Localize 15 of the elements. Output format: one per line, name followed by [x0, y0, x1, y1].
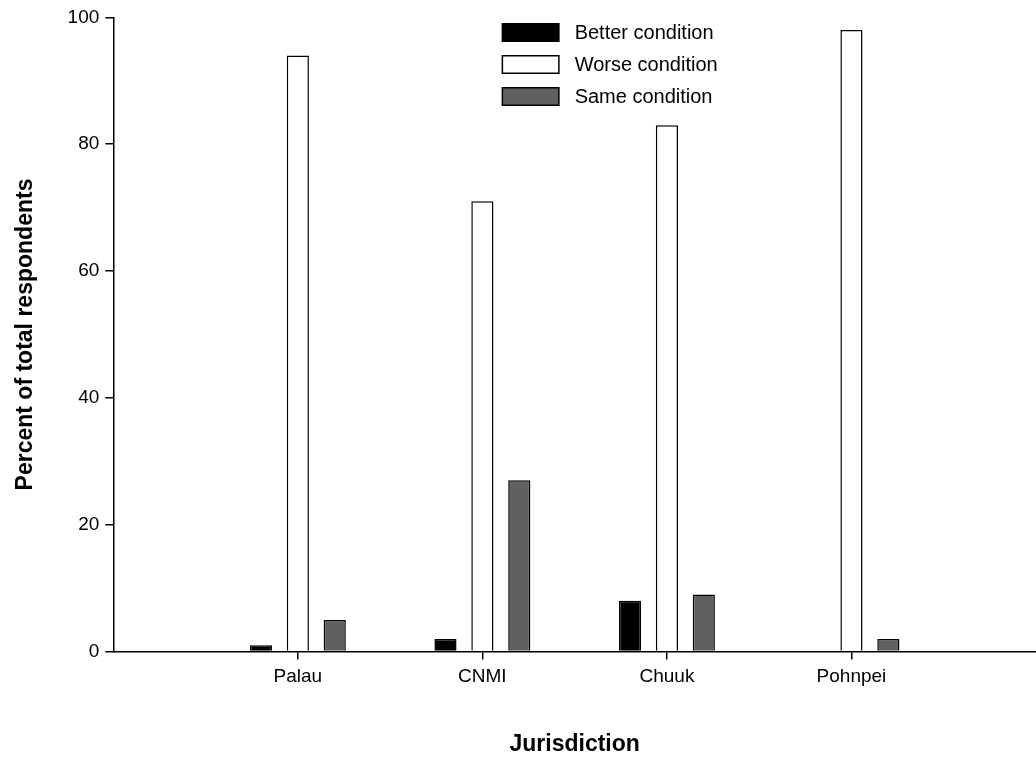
x-tick-label: Palau	[273, 665, 323, 687]
x-tick-label: CNMI	[458, 665, 507, 687]
y-tick-label: 40	[78, 386, 100, 408]
x-tick-label: Pohnpei	[816, 665, 887, 687]
y-tick-label: 60	[78, 259, 100, 281]
legend-label: Same condition	[574, 84, 713, 107]
y-tick-label: 100	[67, 5, 100, 27]
legend-label: Worse condition	[574, 52, 718, 75]
legend-label: Better condition	[574, 20, 714, 43]
x-axis-title: Jurisdiction	[509, 729, 640, 756]
y-tick-label: 80	[78, 132, 100, 154]
y-axis-title: Percent of total respondents	[11, 178, 38, 491]
x-tick-label: Chuuk	[639, 665, 695, 687]
y-tick-label: 0	[88, 639, 100, 661]
y-tick-label: 20	[78, 512, 100, 534]
